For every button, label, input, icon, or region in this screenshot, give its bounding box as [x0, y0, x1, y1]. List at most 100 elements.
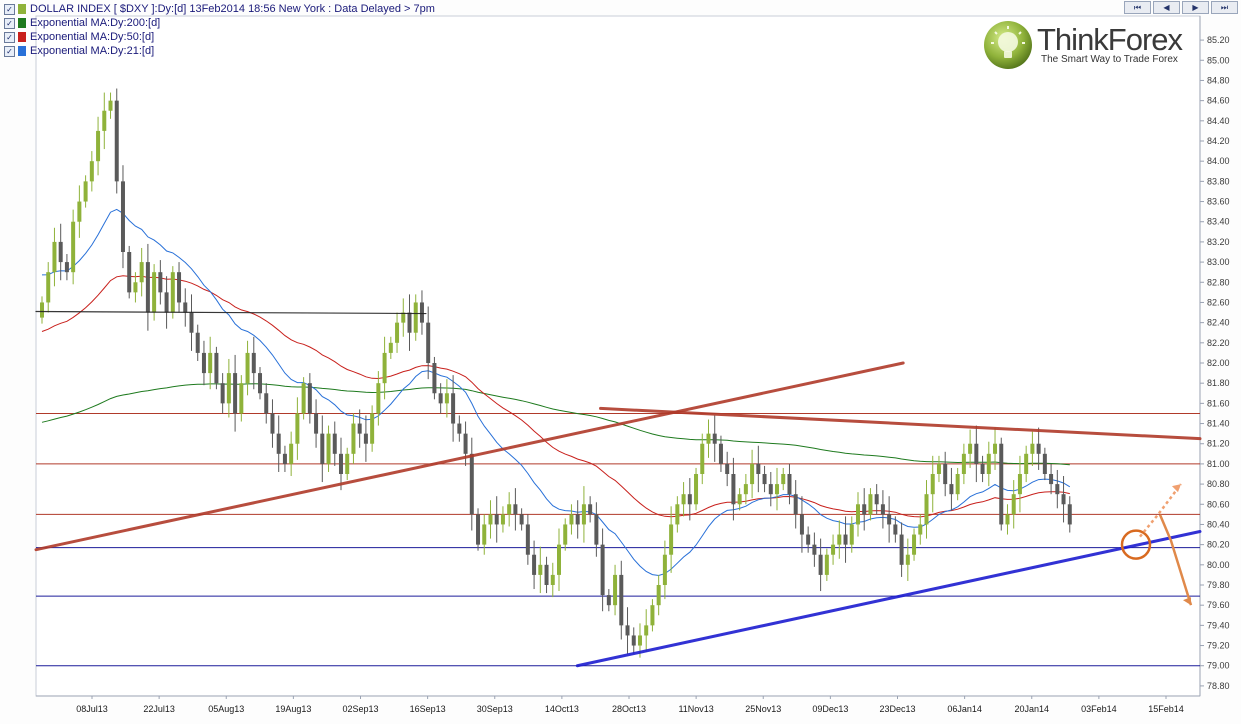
- x-tick-label: 09Dec13: [812, 704, 848, 714]
- candle-body: [918, 524, 923, 535]
- x-tick-label: 15Feb14: [1148, 704, 1184, 714]
- candle-body: [606, 595, 611, 606]
- checkbox-icon[interactable]: ✓: [4, 45, 15, 57]
- y-tick-label: 81.80: [1207, 378, 1230, 388]
- candle-body: [644, 625, 649, 636]
- candle-body: [338, 453, 343, 474]
- candle-body: [700, 443, 705, 474]
- candle-body: [382, 352, 387, 384]
- candle-body: [1061, 494, 1066, 505]
- candle-body: [407, 312, 412, 333]
- candle-body: [370, 413, 375, 444]
- candle-body: [245, 352, 250, 384]
- legend-row-price[interactable]: ✓ DOLLAR INDEX [ $DXY ]:Dy:[d] 13Feb2014…: [4, 2, 435, 16]
- legend-row-ema50[interactable]: ✓ Exponential MA:Dy:50:[d]: [4, 30, 435, 44]
- y-tick-label: 84.80: [1207, 75, 1230, 85]
- candle-body: [220, 383, 225, 404]
- x-tick-label: 30Sep13: [477, 704, 513, 714]
- next-button[interactable]: ▶: [1182, 1, 1209, 14]
- candle-body: [868, 494, 873, 515]
- trendline: [599, 406, 1202, 441]
- candle-body: [712, 433, 717, 444]
- checkbox-icon[interactable]: ✓: [4, 3, 15, 15]
- candle-body: [799, 514, 804, 535]
- candle-body: [687, 494, 692, 505]
- x-tick-label: 28Oct13: [612, 704, 646, 714]
- legend-row-ema21[interactable]: ✓ Exponential MA:Dy:21:[d]: [4, 44, 435, 58]
- candle-body: [395, 322, 400, 343]
- candle-body: [476, 514, 481, 545]
- legend-row-ema200[interactable]: ✓ Exponential MA:Dy:200:[d]: [4, 16, 435, 30]
- candle-body: [581, 504, 586, 525]
- annotation-circle: [1120, 529, 1152, 560]
- candle-body: [58, 241, 63, 263]
- candle-body: [1030, 443, 1035, 454]
- candle-body: [164, 292, 169, 313]
- chart-legend: ✓ DOLLAR INDEX [ $DXY ]:Dy:[d] 13Feb2014…: [4, 2, 435, 58]
- legend-label: Exponential MA:Dy:21:[d]: [30, 45, 155, 57]
- candle-body: [849, 524, 854, 545]
- candle-body: [1017, 474, 1022, 495]
- candle-body: [77, 201, 82, 222]
- candle-body: [276, 433, 281, 454]
- candle-body: [451, 393, 456, 424]
- candle-body: [301, 383, 306, 414]
- x-tick-label: 14Oct13: [545, 704, 579, 714]
- candle-body: [968, 443, 973, 454]
- lightbulb-icon: [984, 21, 1032, 69]
- candle-body: [388, 342, 393, 353]
- candle-body: [619, 574, 624, 626]
- plot-area: [35, 15, 1201, 697]
- y-tick-label: 83.00: [1207, 257, 1230, 267]
- y-tick-label: 80.80: [1207, 479, 1230, 489]
- trendline: [575, 530, 1202, 668]
- candle-body: [594, 514, 599, 545]
- candle-body: [525, 524, 530, 555]
- candle-body: [108, 100, 113, 111]
- y-tick-label: 84.40: [1207, 116, 1230, 126]
- candle-body: [426, 322, 431, 363]
- candle-body: [725, 463, 730, 474]
- trendline: [35, 310, 427, 315]
- candle-body: [980, 463, 985, 474]
- candle-body: [469, 453, 474, 515]
- candle-body: [89, 161, 94, 182]
- y-tick-label: 82.40: [1207, 318, 1230, 328]
- x-tick-label: 23Dec13: [879, 704, 915, 714]
- x-tick-label: 22Jul13: [143, 704, 175, 714]
- checkbox-icon[interactable]: ✓: [4, 17, 15, 29]
- series-swatch: [18, 32, 26, 42]
- candle-body: [912, 534, 917, 555]
- candle-body: [46, 272, 51, 303]
- y-tick-label: 82.00: [1207, 358, 1230, 368]
- first-button[interactable]: ⏮: [1124, 1, 1151, 14]
- candle-body: [855, 504, 860, 525]
- candle-body: [457, 423, 462, 434]
- candle-body: [824, 554, 829, 575]
- candle-body: [961, 453, 966, 474]
- previous-button[interactable]: ◀: [1153, 1, 1180, 14]
- candle-body: [320, 433, 325, 464]
- candle-body: [419, 302, 424, 323]
- y-tick-label: 78.80: [1207, 681, 1230, 691]
- y-tick-label: 79.00: [1207, 661, 1230, 671]
- last-button[interactable]: ⏭: [1211, 1, 1238, 14]
- candle-body: [413, 302, 418, 333]
- candle-body: [930, 474, 935, 495]
- candle-body: [563, 524, 568, 545]
- y-tick-label: 80.20: [1207, 540, 1230, 550]
- checkbox-icon[interactable]: ✓: [4, 31, 15, 43]
- candle-body: [768, 484, 773, 495]
- candle-body: [656, 585, 661, 606]
- candle-body: [650, 605, 655, 626]
- y-tick-label: 81.00: [1207, 459, 1230, 469]
- y-tick-label: 82.20: [1207, 338, 1230, 348]
- series-swatch: [18, 46, 26, 56]
- x-tick-label: 05Aug13: [208, 704, 244, 714]
- y-tick-label: 79.40: [1207, 620, 1230, 630]
- candle-body: [314, 413, 319, 434]
- series-swatch: [18, 18, 26, 28]
- candle-body: [326, 433, 331, 464]
- candle-body: [482, 524, 487, 545]
- candle-body: [588, 504, 593, 515]
